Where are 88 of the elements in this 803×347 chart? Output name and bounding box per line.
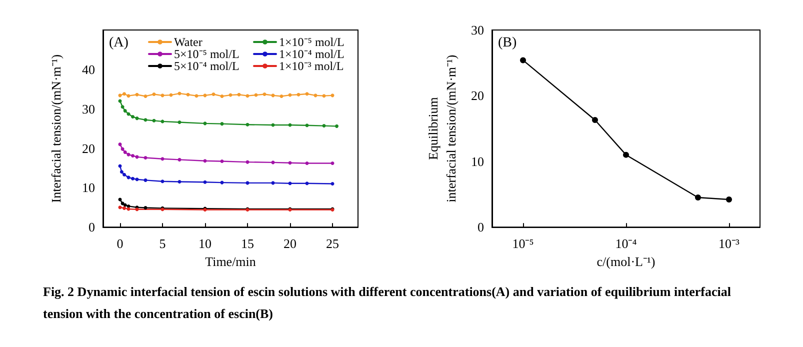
x-tick-label: 20 <box>284 236 296 252</box>
point <box>178 120 182 124</box>
x-tick-label: 15 <box>241 236 254 252</box>
point <box>152 92 156 96</box>
x-tick-label: 25 <box>326 236 339 252</box>
point <box>220 160 224 164</box>
x-tick-label: 10⁻⁴ <box>615 236 638 252</box>
x-tick-label: 10 <box>198 236 212 252</box>
x-tick-label: 5 <box>159 236 166 252</box>
point <box>135 116 139 120</box>
y-axis-title: Interfacial tension/(mN·m⁻¹) <box>48 54 64 203</box>
point <box>118 142 122 146</box>
point <box>135 178 139 182</box>
legend-label: Water <box>174 35 202 49</box>
caption: Fig. 2 Dynamic interfacial tension of escin solutions with different concentrations(A) and variation of equilibrium interfacial tension with the concentration of escin(B) <box>42 283 732 323</box>
x-tick-label: 10⁻³ <box>718 236 740 252</box>
point <box>330 161 334 165</box>
point <box>296 92 300 96</box>
point <box>122 206 126 210</box>
point <box>131 176 134 180</box>
point <box>203 159 207 163</box>
point <box>212 92 216 96</box>
point <box>220 94 224 98</box>
point <box>330 182 334 186</box>
point <box>118 206 122 210</box>
point <box>144 156 148 160</box>
point <box>288 182 292 186</box>
point <box>144 206 148 210</box>
legend-label: 1×10⁻⁴ mol/L <box>279 47 344 61</box>
point <box>246 94 250 98</box>
point <box>120 170 124 174</box>
point <box>246 122 250 126</box>
point <box>288 161 292 165</box>
y-tick-label: 20 <box>82 140 95 156</box>
y-tick-label: 0 <box>88 220 95 235</box>
point <box>123 109 127 113</box>
legend-label: 1×10⁻³ mol/L <box>279 59 344 73</box>
point <box>623 152 629 158</box>
y-tick-label: 10 <box>82 180 95 196</box>
point <box>305 124 309 128</box>
point <box>144 94 148 98</box>
point <box>122 92 126 96</box>
point <box>335 124 338 128</box>
point <box>123 150 127 154</box>
x-axis-title: c/(mol·L⁻¹) <box>596 254 656 269</box>
point <box>322 124 326 128</box>
point <box>131 114 134 118</box>
point <box>178 158 182 162</box>
point <box>305 161 309 165</box>
point <box>186 92 190 96</box>
annotation: (A) <box>109 36 129 50</box>
point <box>726 196 732 203</box>
point <box>194 94 198 98</box>
point <box>160 157 164 161</box>
point <box>237 92 241 96</box>
y-tick-label: 20 <box>471 88 484 104</box>
point <box>122 172 126 176</box>
point <box>305 182 309 186</box>
point <box>144 118 148 122</box>
x-tick-label: 10⁻⁵ <box>512 236 534 252</box>
y-tick-label: 0 <box>478 220 484 235</box>
point <box>160 180 164 184</box>
y-tick-label: 10 <box>471 154 484 169</box>
point <box>280 94 284 98</box>
point <box>135 92 139 96</box>
x-axis-title: Time/min <box>205 254 256 269</box>
y-axis-title: Equilibrium interfacial tension/(mN·m⁻¹) <box>426 54 459 202</box>
y-tick-label: 30 <box>82 101 95 116</box>
legend-label: 1×10⁻⁵ mol/L <box>279 35 344 49</box>
y-tick-label: 40 <box>82 62 95 77</box>
legend-label: 5×10⁻⁵ mol/L <box>174 47 240 61</box>
point <box>178 180 182 184</box>
annotation: (B) <box>498 36 517 50</box>
legend-label: 5×10⁻⁴ mol/L <box>174 59 240 73</box>
y-tick-label: 30 <box>471 22 484 38</box>
point <box>262 92 266 96</box>
point <box>120 105 124 109</box>
point <box>144 178 148 182</box>
point <box>322 94 326 98</box>
point <box>220 122 224 126</box>
x-tick-label: 0 <box>116 236 124 252</box>
point <box>520 57 526 64</box>
point <box>305 92 309 96</box>
point <box>203 180 207 184</box>
point <box>123 203 127 207</box>
point <box>126 94 130 98</box>
point <box>131 154 134 158</box>
point <box>152 118 156 122</box>
